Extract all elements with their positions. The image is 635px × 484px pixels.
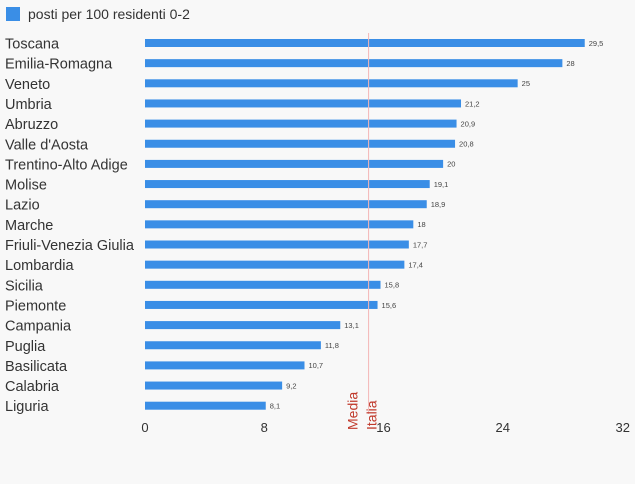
category-label: Piemonte [5,298,66,314]
bar [145,180,430,189]
category-label: Friuli-Venezia Giulia [5,238,135,254]
legend-label: posti per 100 residenti 0-2 [28,6,190,22]
x-tick-label: 8 [261,420,268,435]
value-label: 20 [447,160,455,169]
value-label: 15,6 [382,301,397,310]
category-label: Liguria [5,399,49,415]
category-label: Lombardia [5,258,74,274]
value-label: 11,8 [325,341,339,350]
x-tick-label: 32 [616,420,630,435]
bar [145,361,305,370]
category-label: Valle d'Aosta [5,137,89,153]
category-label: Lazio [5,198,40,214]
value-label: 20,8 [459,140,474,149]
category-label: Sicilia [5,278,44,294]
value-label: 20,9 [461,119,476,128]
category-label: Basilicata [5,359,68,375]
category-label: Umbria [5,97,53,113]
x-tick-label: 0 [141,420,148,435]
category-label: Abruzzo [5,117,58,133]
x-tick-label: 24 [496,420,510,435]
bar [145,159,444,168]
bar [145,381,283,390]
bar [145,300,378,309]
reference-line-label: Media [345,392,361,430]
bar [145,79,518,88]
category-label: Veneto [5,77,50,93]
value-label: 13,1 [344,321,359,330]
category-label: Puglia [5,339,46,355]
bar [145,260,405,269]
category-label: Marche [5,218,53,234]
value-label: 15,8 [385,281,400,290]
value-label: 17,7 [413,240,428,249]
bar [145,200,427,209]
x-tick-label: 16 [376,420,390,435]
bar [145,280,381,289]
value-label: 18,9 [431,200,446,209]
value-label: 21,2 [465,99,480,108]
bar [145,99,462,108]
category-label: Calabria [5,379,60,395]
bar [145,220,414,229]
category-label: Emilia-Romagna [5,57,113,73]
value-label: 25 [522,79,530,88]
bar [145,119,457,128]
reference-line-label: Italia [364,400,380,430]
category-label: Campania [5,319,72,335]
value-label: 8,1 [270,402,280,411]
value-label: 9,2 [286,381,296,390]
bar [145,139,456,148]
bar [145,401,266,410]
value-label: 29,5 [589,39,604,48]
bar [145,39,585,47]
bar [145,321,341,330]
category-label: Trentino-Alto Adige [5,157,128,173]
value-label: 18 [417,220,425,229]
value-label: 10,7 [308,361,323,370]
value-label: 28 [566,59,574,68]
bar [145,59,563,68]
legend: posti per 100 residenti 0-2 [6,4,190,24]
legend-swatch [6,7,20,21]
category-label: Toscana [5,37,60,53]
category-label: Molise [5,178,47,194]
bar [145,341,321,350]
value-label: 17,4 [408,260,423,269]
bar [145,240,409,249]
value-label: 19,1 [434,180,449,189]
